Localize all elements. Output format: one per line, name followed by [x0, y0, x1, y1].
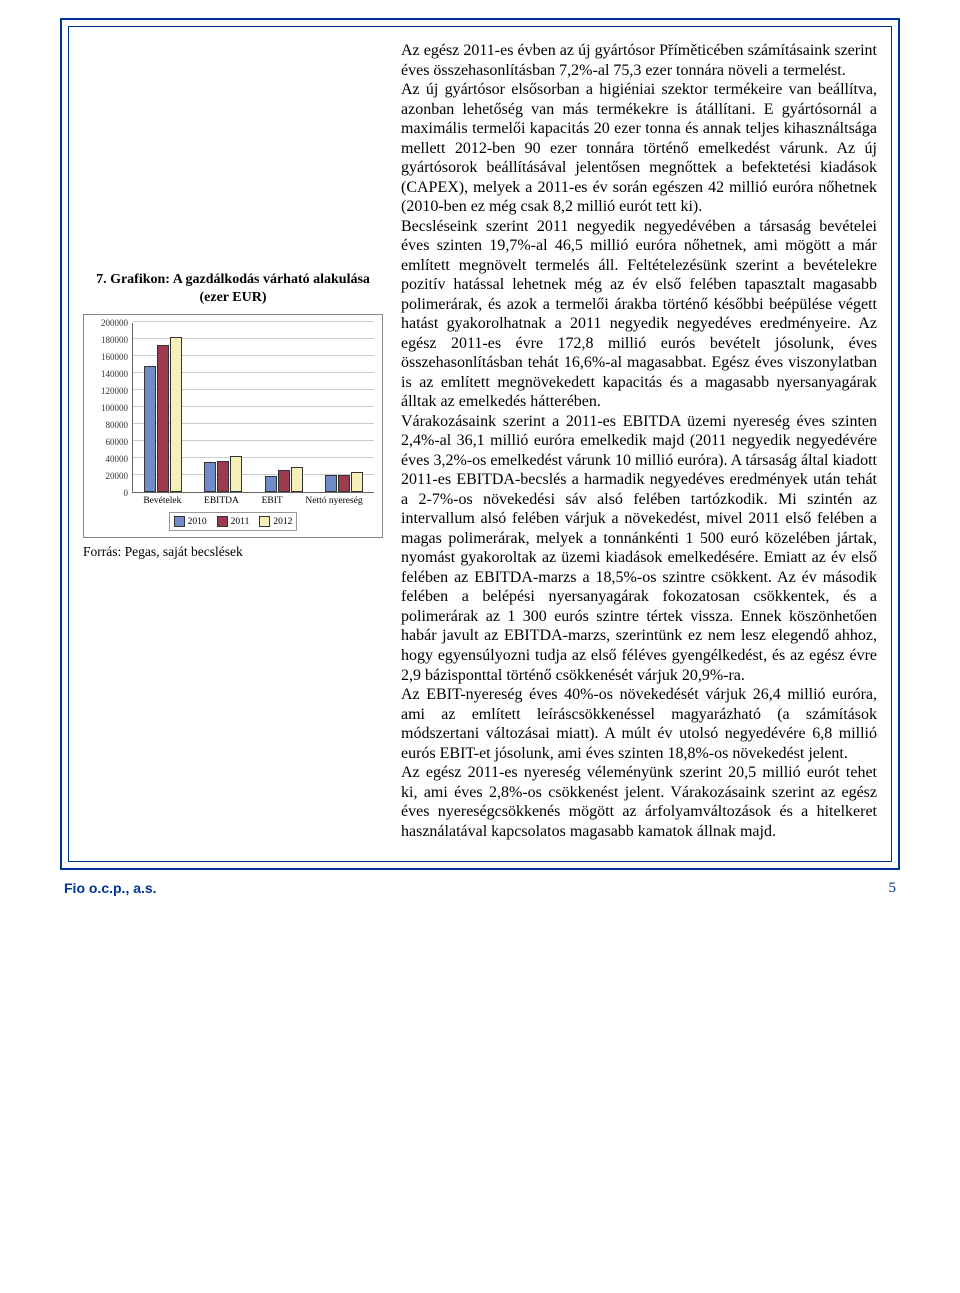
bar	[230, 456, 242, 492]
y-tick: 60000	[92, 437, 128, 447]
chart-title-line1: 7. Grafikon: A gazdálkodás várható alaku…	[96, 272, 370, 287]
bar	[144, 366, 156, 492]
bar	[351, 472, 363, 492]
chart-title: 7. Grafikon: A gazdálkodás várható alaku…	[83, 271, 383, 306]
legend-item: 2010	[174, 516, 207, 527]
y-tick: 160000	[92, 352, 128, 362]
bar	[170, 337, 182, 492]
body-p3: Becsléseink szerint 2011 negyedik negyed…	[401, 218, 877, 411]
body-p4: Várakozásaink szerint a 2011-es EBITDA ü…	[401, 413, 877, 684]
legend-label: 2011	[231, 517, 250, 527]
bar-group	[204, 456, 242, 492]
body-p1: Az egész 2011-es évben az új gyártósor P…	[401, 42, 877, 79]
legend-item: 2011	[217, 516, 250, 527]
legend-label: 2012	[273, 517, 292, 527]
body-p2: Az új gyártósor elsősorban a higiéniai s…	[401, 81, 877, 215]
y-tick: 20000	[92, 471, 128, 481]
legend-swatch	[174, 516, 185, 527]
legend-swatch	[259, 516, 270, 527]
y-tick: 120000	[92, 386, 128, 396]
legend-label: 2010	[188, 517, 207, 527]
chart-y-axis: 0200004000060000800001000001200001400001…	[92, 323, 132, 493]
bar-group	[144, 337, 182, 492]
chart-box: 0 20000 40000 60000 80000 100000 120000 140000 1…	[83, 314, 383, 538]
y-tick: 0	[92, 488, 128, 498]
left-column: 7. Grafikon: A gazdálkodás várható alaku…	[83, 41, 383, 841]
bar	[265, 476, 277, 492]
y-tick: 100000	[92, 403, 128, 413]
bar-group	[325, 472, 363, 492]
body-p6: Az egész 2011-es nyereség véleményünk sz…	[401, 764, 877, 840]
chart-plot-area: 0200004000060000800001000001200001400001…	[92, 323, 374, 493]
chart-legend: 2010 2011 2012	[169, 512, 298, 531]
footer-page-number: 5	[889, 880, 897, 897]
legend-swatch	[217, 516, 228, 527]
chart-source: Forrás: Pegas, saját becslések	[83, 544, 383, 560]
bar	[325, 475, 337, 492]
y-tick: 180000	[92, 335, 128, 345]
bar	[204, 462, 216, 492]
y-tick: 200000	[92, 318, 128, 328]
body-text: Az egész 2011-es évben az új gyártósor P…	[401, 41, 877, 841]
body-p5: Az EBIT-nyereség éves 40%-os növekedését…	[401, 686, 877, 762]
bar	[338, 475, 350, 492]
bar	[157, 345, 169, 492]
y-tick: 40000	[92, 454, 128, 464]
x-label: EBIT	[262, 496, 283, 506]
bar	[278, 470, 290, 492]
bar	[217, 461, 229, 492]
y-tick: 80000	[92, 420, 128, 430]
chart-x-labels: Bevételek EBITDA EBIT Nettó nyereség	[132, 496, 374, 506]
x-label: Bevételek	[143, 496, 181, 506]
y-tick: 140000	[92, 369, 128, 379]
chart-title-line2: (ezer EUR)	[200, 290, 267, 305]
footer: Fio o.c.p., a.s. 5	[60, 870, 900, 897]
x-label: EBITDA	[204, 496, 239, 506]
bar	[291, 467, 303, 493]
x-label: Nettó nyereség	[305, 496, 362, 506]
bar-group	[265, 467, 303, 493]
legend-item: 2012	[259, 516, 292, 527]
chart-bars	[132, 323, 374, 493]
footer-company: Fio o.c.p., a.s.	[64, 880, 157, 897]
